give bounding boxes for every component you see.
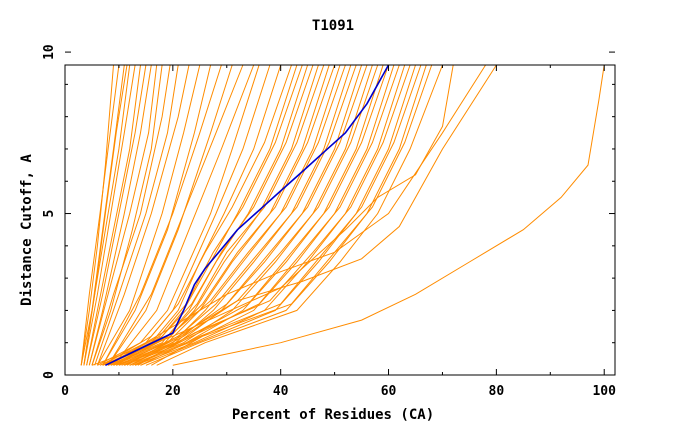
x-tick-label: 80	[489, 384, 505, 399]
y-tick-label: 5	[42, 210, 57, 218]
series-line-18	[107, 64, 233, 366]
series-line-54	[91, 64, 454, 366]
highlight-layer	[105, 64, 390, 367]
series-line-39	[124, 64, 373, 366]
series-line-41	[129, 64, 384, 366]
series-line-29	[110, 64, 319, 366]
series-line-26	[105, 64, 303, 366]
series-line-55	[172, 64, 605, 366]
series-line-20	[113, 64, 255, 366]
series-line-33	[116, 64, 341, 366]
plot-frame	[64, 64, 616, 376]
series-line-16	[102, 64, 212, 366]
series-layer	[80, 64, 605, 366]
x-tick-label: 0	[61, 384, 69, 399]
series-line-5	[80, 64, 131, 366]
series-line-49	[145, 64, 427, 366]
y-tick-label: 0	[42, 371, 57, 379]
series-line-14	[96, 64, 190, 366]
series-line-43	[132, 64, 395, 366]
series-line-7	[86, 64, 141, 366]
series-line-52	[107, 64, 487, 366]
series-line-15	[96, 64, 201, 366]
series-line-8	[86, 64, 147, 366]
series-line-38	[124, 64, 368, 366]
x-tick-label: 100	[592, 384, 616, 399]
x-tick-label: 20	[165, 384, 181, 399]
y-tick-label: 10	[42, 44, 57, 60]
series-line-9	[88, 64, 152, 366]
y-axis: 0 5 10	[42, 44, 615, 379]
series-line-32	[113, 64, 336, 366]
series-line-13	[94, 64, 179, 366]
series-line-6	[83, 64, 136, 366]
series-line-48	[140, 64, 422, 366]
series-line-24	[102, 64, 292, 366]
chart-title: T1091	[312, 18, 354, 34]
series-line-2	[80, 64, 120, 366]
series-line-51	[156, 64, 443, 366]
series-line-28	[107, 64, 314, 366]
y-axis-label: Distance Cutoff, A	[19, 154, 35, 306]
x-tick-label: 40	[273, 384, 289, 399]
series-line-4	[83, 64, 128, 366]
series-line-53	[129, 64, 497, 366]
series-line-50	[151, 64, 433, 366]
series-line-17	[102, 64, 222, 366]
series-line-47	[140, 64, 416, 366]
series-line-46	[137, 64, 411, 366]
series-line-1	[80, 64, 114, 366]
series-line-10	[88, 64, 158, 366]
series-line-12	[91, 64, 171, 366]
highlighted-series-line	[105, 64, 390, 367]
series-line-44	[134, 64, 400, 366]
x-tick-label: 60	[381, 384, 397, 399]
series-line-11	[91, 64, 163, 366]
x-axis-label: Percent of Residues (CA)	[232, 407, 434, 423]
x-axis: 0 20 40 60 80 100	[61, 65, 616, 399]
series-line-40	[126, 64, 379, 366]
series-line-19	[107, 64, 244, 366]
